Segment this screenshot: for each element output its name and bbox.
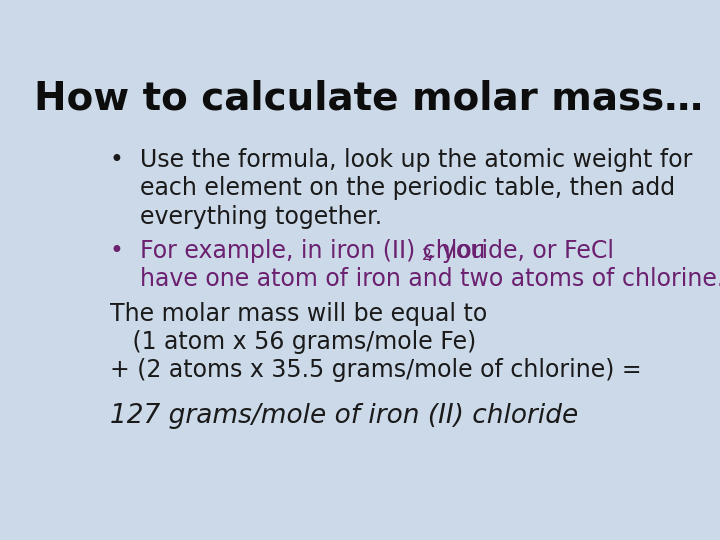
Text: , you: , you [427,239,485,263]
Text: 2: 2 [422,248,432,263]
Text: (1 atom x 56 grams/mole Fe): (1 atom x 56 grams/mole Fe) [109,330,476,354]
Text: + (2 atoms x 35.5 grams/mole of chlorine) =: + (2 atoms x 35.5 grams/mole of chlorine… [109,359,641,382]
Text: have one atom of iron and two atoms of chlorine.: have one atom of iron and two atoms of c… [140,267,720,291]
Text: •: • [109,148,123,172]
Text: Use the formula, look up the atomic weight for: Use the formula, look up the atomic weig… [140,148,693,172]
Text: each element on the periodic table, then add: each element on the periodic table, then… [140,176,675,200]
Text: How to calculate molar mass…: How to calculate molar mass… [35,79,703,117]
Text: everything together.: everything together. [140,205,382,228]
Text: 127 grams/mole of iron (II) chloride: 127 grams/mole of iron (II) chloride [109,403,577,429]
Text: The molar mass will be equal to: The molar mass will be equal to [109,302,487,326]
Text: •: • [109,239,123,263]
Text: For example, in iron (II) chloride, or FeCl: For example, in iron (II) chloride, or F… [140,239,614,263]
